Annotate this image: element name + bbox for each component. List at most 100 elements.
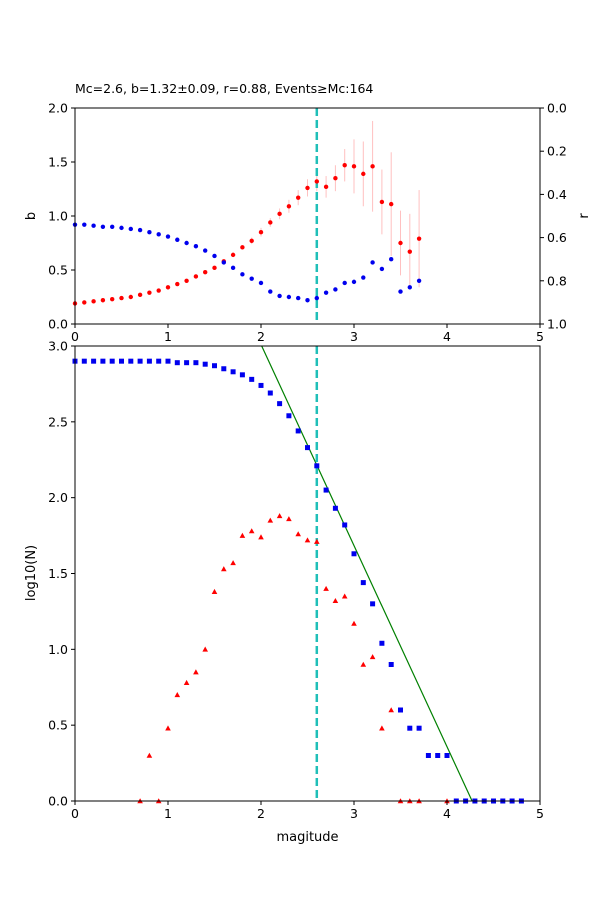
r-point [91, 223, 96, 228]
r-point [203, 248, 208, 253]
r-point [184, 240, 189, 246]
incremental-point [183, 679, 190, 685]
b-point [82, 300, 87, 305]
cumulative-point [230, 369, 236, 375]
r-point [361, 275, 366, 280]
b-point [193, 274, 199, 279]
cumulative-point [146, 358, 152, 364]
cumulative-point [100, 358, 106, 364]
cumulative-point [388, 662, 394, 667]
incremental-point [341, 593, 348, 599]
r-point [305, 298, 310, 303]
r-point [128, 226, 133, 232]
cumulative-point [258, 382, 264, 388]
b-point [268, 220, 273, 225]
bottom-y-tick-label: 0.0 [48, 794, 68, 809]
cumulative-point [221, 366, 227, 372]
top-title: Mc=2.6, b=1.32±0.09, r=0.88, Events≥Mc:1… [75, 81, 373, 96]
top-x-tick-label: 0 [71, 329, 79, 344]
r-point [82, 222, 87, 227]
bottom-y-tick-label: 2.0 [48, 490, 68, 505]
cumulative-point [351, 551, 357, 557]
r-point [277, 293, 282, 299]
bottom-y-tick-label: 1.5 [48, 566, 68, 581]
bottom-ylabel: log10(N) [24, 545, 39, 601]
bottom-y-tick-label: 2.5 [48, 414, 68, 429]
incremental-point [360, 661, 367, 667]
bottom-y-tick-label: 3.0 [48, 339, 68, 354]
r-point [212, 253, 217, 259]
cumulative-point [295, 428, 301, 434]
cumulative-point [305, 445, 310, 451]
b-point [333, 176, 338, 181]
b-point [147, 290, 152, 295]
cumulative-point [165, 358, 171, 364]
b-point [286, 204, 292, 209]
incremental-point [221, 566, 227, 572]
incremental-point [258, 534, 264, 540]
b-point [296, 195, 301, 200]
b-point [91, 299, 96, 304]
bottom-x-tick-label: 2 [257, 806, 265, 821]
cumulative-point [128, 358, 134, 364]
top-x-tick-label: 2 [257, 329, 265, 344]
b-point [277, 211, 282, 217]
incremental-point [267, 517, 274, 523]
b-point [212, 265, 217, 271]
incremental-point [165, 725, 171, 731]
b-point [416, 236, 422, 241]
top-plot-content [72, 108, 422, 324]
r-point [193, 244, 199, 249]
b-point [230, 252, 236, 258]
b-point [361, 171, 366, 177]
r-point [407, 285, 412, 290]
incremental-point [332, 598, 339, 604]
top-y-tick-label: 0.5 [48, 263, 68, 278]
r-point [156, 232, 161, 237]
r-point [296, 295, 301, 301]
cumulative-point [332, 505, 338, 511]
fmd-panel: 0 1 2 3 4 5 0.0 0.5 1.0 1.5 2.0 2.5 3.0 magitude log… [24, 339, 544, 846]
incremental-point [323, 585, 329, 591]
r-point [370, 260, 375, 265]
bottom-x-tick-label: 4 [443, 806, 451, 821]
r-point [147, 230, 152, 235]
cumulative-point [137, 358, 143, 364]
incremental-point [314, 538, 320, 544]
b-point [323, 184, 329, 190]
r-point [286, 294, 292, 300]
r-point [221, 260, 226, 265]
b-point [110, 296, 115, 302]
cumulative-point [444, 753, 450, 758]
b-point [389, 201, 394, 207]
bottom-x-tick-label: 0 [71, 806, 79, 821]
cumulative-point [314, 463, 320, 469]
r-point [389, 257, 394, 262]
incremental-point [248, 528, 255, 534]
r-point [110, 224, 115, 229]
r-point [258, 280, 264, 286]
cumulative-point [193, 360, 199, 366]
top-x-tick-label: 4 [443, 329, 451, 344]
r-point [333, 287, 338, 292]
b-point [240, 245, 245, 250]
cumulative-point [156, 358, 162, 364]
incremental-point [351, 620, 357, 626]
cumulative-point [286, 413, 292, 419]
cumulative-point [174, 360, 180, 366]
b-point [351, 164, 357, 169]
incremental-point [276, 513, 283, 519]
bottom-x-tick-label: 5 [536, 806, 544, 821]
r-point [398, 289, 403, 294]
top-y-tick-label: 0.0 [48, 317, 68, 332]
top-y2-tick-label: 1.0 [547, 317, 567, 332]
r-point [323, 290, 329, 295]
b-point [175, 281, 180, 287]
b-point [128, 294, 133, 300]
bottom-axes-frame [74, 345, 541, 802]
top-axes-frame [74, 107, 541, 325]
fit-line [261, 346, 473, 801]
r-point [119, 225, 124, 231]
cumulative-point [370, 601, 376, 607]
incremental-point [304, 537, 311, 543]
